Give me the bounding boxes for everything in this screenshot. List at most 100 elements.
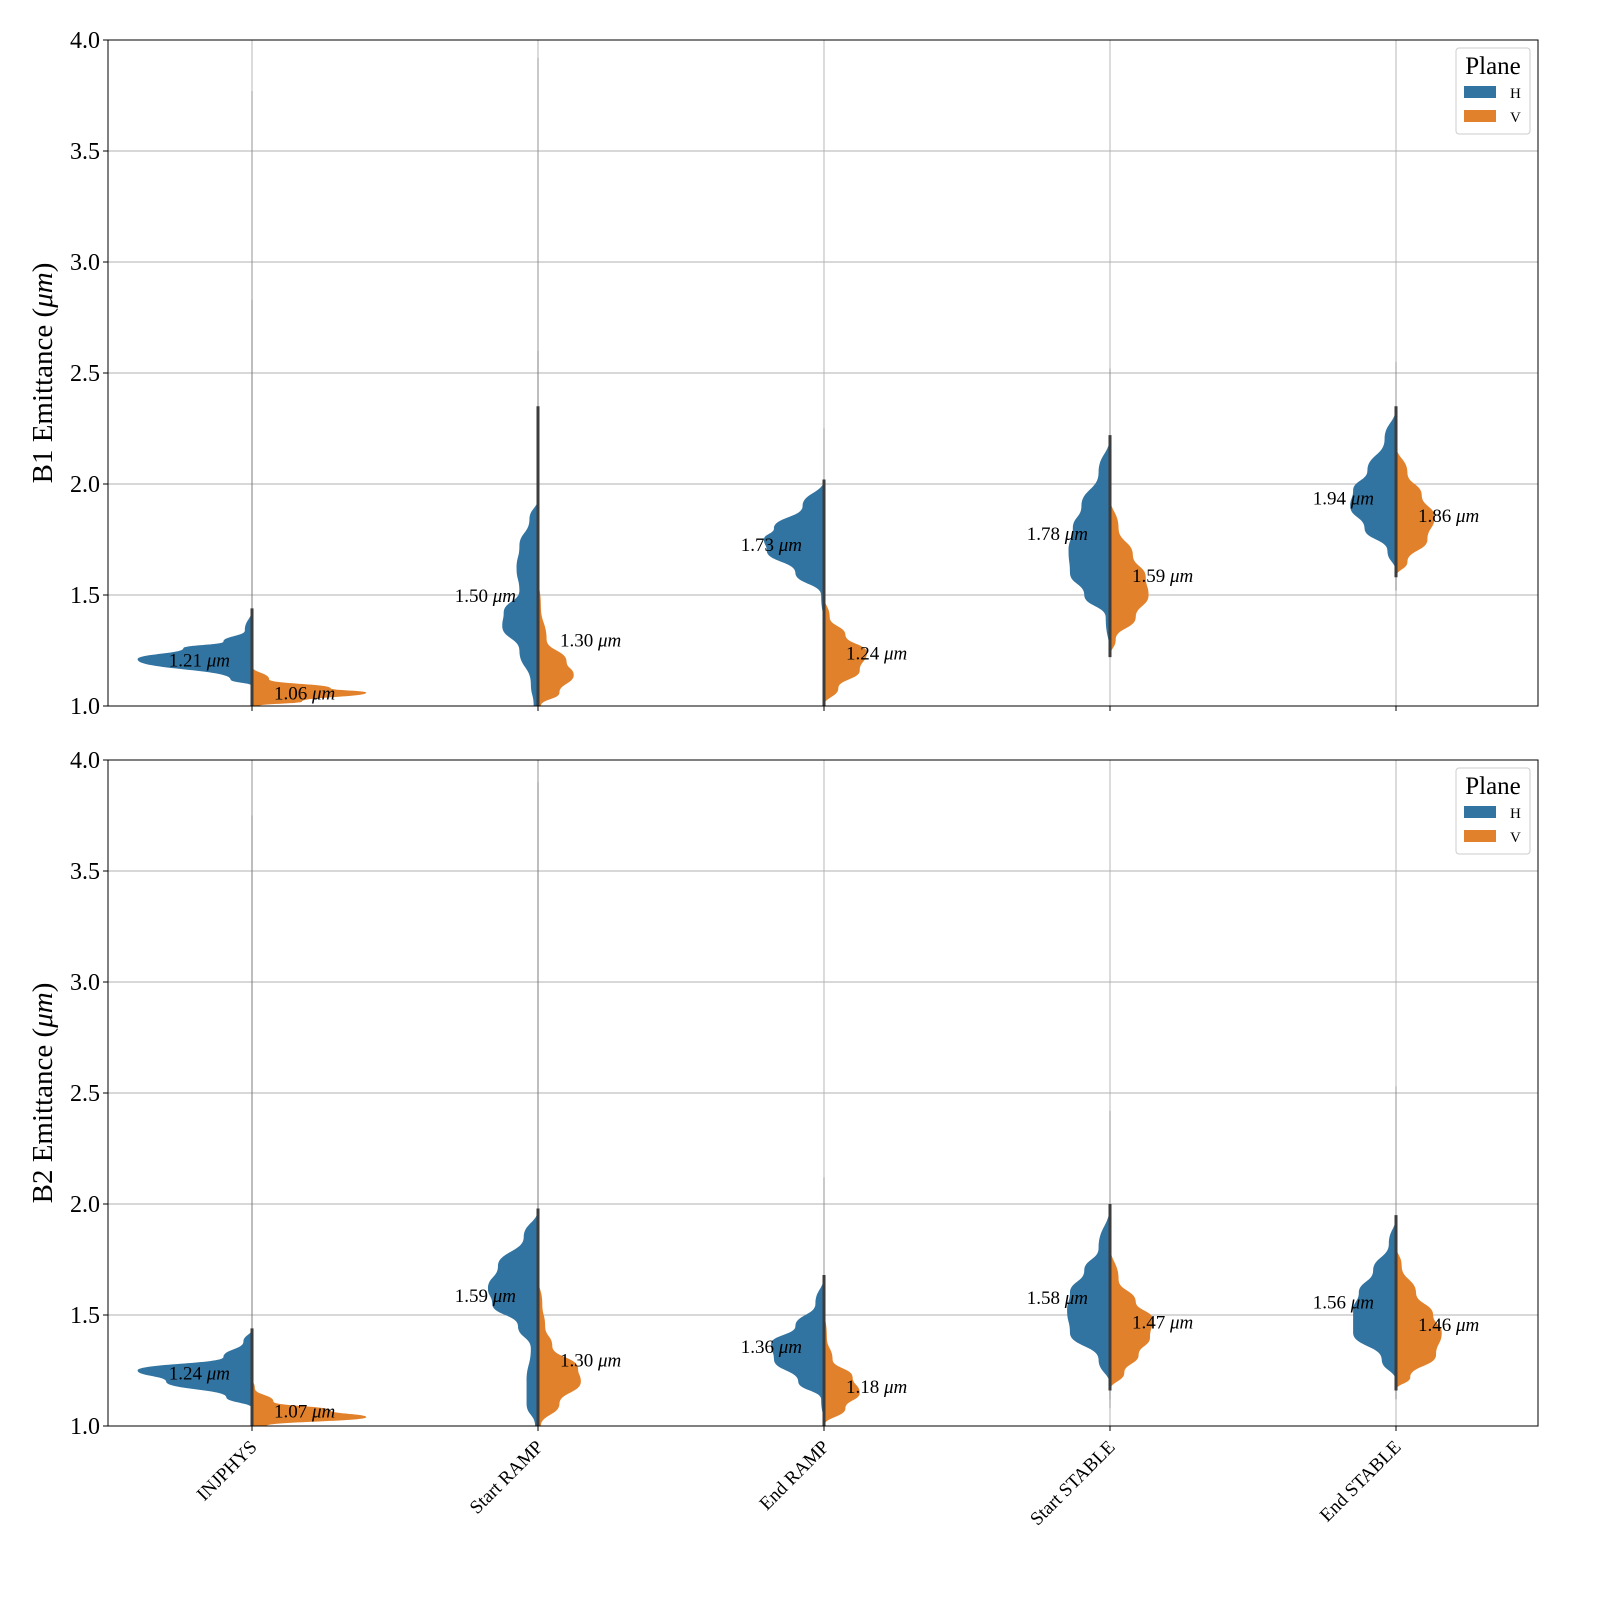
violin-injphys	[137, 91, 367, 706]
y-tick-label: 1.0	[70, 694, 100, 720]
y-tick-label: 1.5	[70, 583, 100, 609]
x-ticks: INJPHYS Start RAMP End RAMP Start STABLE End…	[193, 1426, 1406, 1530]
violin-end-ramp	[771, 1177, 860, 1426]
y-axis-label-unit: μm	[27, 272, 59, 309]
y-tick-label: 3.5	[70, 859, 100, 885]
y-ticks: 1.0 1.5 2.0 2.5 3.0 3.5 4.0	[70, 748, 108, 1440]
legend-title: Plane	[1465, 53, 1521, 80]
legend-swatch-h	[1464, 806, 1496, 818]
violins	[137, 57, 1435, 706]
y-axis-label-close: )	[27, 263, 59, 273]
median-label-h-injphys: 1.24 μm	[169, 1364, 230, 1385]
y-axis-label-open: (	[27, 1028, 59, 1045]
median-label-v-end-stable: 1.86 μm	[1418, 506, 1479, 527]
violin-half-v-end-ramp	[824, 1303, 860, 1426]
y-axis-label: B2 Emittance (μm)	[27, 983, 59, 1204]
median-label-h-start-stable: 1.78 μm	[1027, 524, 1088, 545]
legend-swatch-v	[1464, 110, 1496, 122]
median-label-h-end-ramp: 1.36 μm	[741, 1337, 802, 1358]
median-label-h-end-stable: 1.94 μm	[1313, 488, 1374, 509]
y-ticks: 1.0 1.5 2.0 2.5 3.0 3.5 4.0	[70, 28, 108, 720]
violin-start-stable	[1068, 368, 1149, 658]
violin-half-h-start-ramp	[502, 497, 538, 706]
panel-b2: 1.24 μm 1.07 μm 1.59 μm 1.30 μm 1.36 μm 1.18 …	[27, 748, 1539, 1530]
median-annotations: 1.21 μm 1.06 μm 1.50 μm 1.30 μm 1.73 μm 1.24 …	[169, 488, 1480, 704]
y-tick-label: 1.5	[70, 1303, 100, 1329]
violin-half-h-end-stable	[1353, 1215, 1396, 1382]
violin-half-v-start-stable	[1110, 495, 1149, 658]
violin-half-v-start-stable	[1110, 1243, 1153, 1391]
violin-end-stable	[1350, 361, 1435, 591]
legend: Plane H V	[1455, 767, 1531, 855]
violin-half-v-injphys	[252, 666, 367, 706]
median-label-v-start-ramp: 1.30 μm	[560, 630, 621, 651]
median-label-h-start-stable: 1.58 μm	[1027, 1288, 1088, 1309]
y-tick-label: 4.0	[70, 748, 100, 774]
x-tick-label-start-ramp: Start RAMP	[466, 1437, 548, 1519]
violin-half-v-start-ramp	[538, 1275, 581, 1426]
median-label-v-end-ramp: 1.24 μm	[846, 644, 907, 665]
y-tick-label: 2.0	[70, 1192, 100, 1218]
y-tick-label: 3.0	[70, 250, 100, 276]
y-tick-label: 4.0	[70, 28, 100, 54]
legend-swatch-v	[1464, 830, 1496, 842]
violin-half-h-start-stable	[1068, 435, 1110, 658]
x-tick-label-start-stable: Start STABLE	[1026, 1437, 1119, 1530]
violin-end-ramp	[763, 428, 867, 706]
median-annotations: 1.24 μm 1.07 μm 1.59 μm 1.30 μm 1.36 μm 1.18 …	[169, 1286, 1480, 1422]
median-label-h-injphys: 1.21 μm	[169, 650, 230, 671]
legend: Plane H V	[1455, 47, 1531, 135]
y-axis-label-unit: μm	[27, 992, 59, 1029]
violin-half-v-end-ramp	[824, 595, 867, 706]
x-ticks	[251, 706, 1397, 711]
legend-entry-h: H	[1510, 806, 1521, 822]
violin-half-h-end-ramp	[771, 1275, 824, 1426]
violin-half-h-end-stable	[1350, 406, 1396, 573]
median-label-v-start-ramp: 1.30 μm	[560, 1350, 621, 1371]
violin-half-h-start-stable	[1067, 1204, 1110, 1387]
x-tick-label-end-ramp: End RAMP	[756, 1437, 834, 1515]
y-axis-label-prefix: B2 Emittance	[27, 1045, 59, 1204]
y-tick-label: 3.0	[70, 970, 100, 996]
x-tick-label-end-stable: End STABLE	[1316, 1437, 1406, 1527]
violin-half-h-end-ramp	[763, 479, 824, 629]
y-tick-label: 1.0	[70, 1414, 100, 1440]
violin-half-h-injphys	[137, 1328, 252, 1426]
legend-swatch-h	[1464, 86, 1496, 98]
violin-half-h-start-ramp	[487, 1208, 538, 1426]
violins	[137, 760, 1442, 1426]
violin-injphys	[137, 760, 367, 1426]
violin-half-h-injphys	[137, 608, 252, 706]
violin-start-stable	[1067, 1110, 1153, 1409]
legend-entry-h: H	[1510, 86, 1521, 102]
median-label-v-injphys: 1.07 μm	[274, 1401, 335, 1422]
y-axis-label-open: (	[27, 308, 59, 325]
y-tick-label: 2.0	[70, 472, 100, 498]
median-label-v-start-stable: 1.59 μm	[1132, 566, 1193, 587]
median-label-v-end-stable: 1.46 μm	[1418, 1315, 1479, 1336]
violin-half-v-injphys	[252, 1377, 367, 1426]
median-label-h-end-stable: 1.56 μm	[1313, 1293, 1374, 1314]
y-tick-label: 3.5	[70, 139, 100, 165]
median-label-v-injphys: 1.06 μm	[274, 684, 335, 705]
violin-start-ramp	[502, 57, 574, 706]
violin-end-stable	[1353, 1086, 1442, 1400]
y-axis-label-prefix: B1 Emittance	[27, 325, 59, 484]
panel-b1: 1.21 μm 1.06 μm 1.50 μm 1.30 μm 1.73 μm 1.24 …	[27, 28, 1539, 720]
y-axis-label: B1 Emittance (μm)	[27, 263, 59, 484]
median-label-v-start-stable: 1.47 μm	[1132, 1313, 1193, 1334]
legend-entry-v: V	[1510, 110, 1521, 126]
legend-entry-v: V	[1510, 830, 1521, 846]
median-label-h-start-ramp: 1.59 μm	[455, 1286, 516, 1307]
violin-half-v-start-ramp	[538, 406, 574, 706]
violin-half-v-end-stable	[1396, 1243, 1442, 1391]
violin-start-ramp	[487, 760, 581, 1426]
y-tick-label: 2.5	[70, 361, 100, 387]
y-tick-label: 2.5	[70, 1081, 100, 1107]
violin-half-v-end-stable	[1396, 444, 1435, 578]
x-tick-label-injphys: INJPHYS	[193, 1437, 262, 1506]
legend-title: Plane	[1465, 773, 1521, 800]
y-axis-label-close: )	[27, 983, 59, 993]
